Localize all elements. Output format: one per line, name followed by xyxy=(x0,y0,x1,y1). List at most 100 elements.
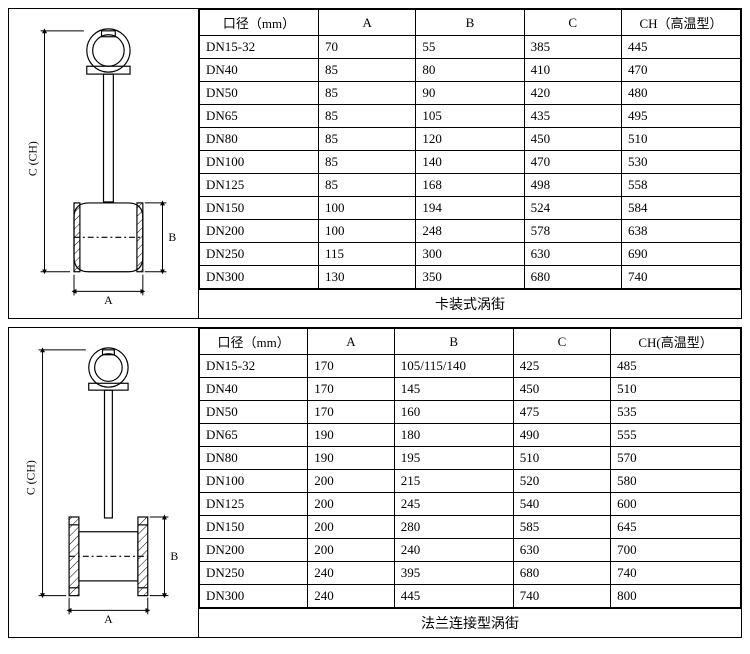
cell-ch: 638 xyxy=(621,220,740,243)
cell-d: DN80 xyxy=(200,447,308,470)
cell-b: 140 xyxy=(416,151,524,174)
cell-b: 168 xyxy=(416,174,524,197)
dim-label-a: A xyxy=(104,612,113,625)
cell-b: 195 xyxy=(394,447,513,470)
cell-ch: 700 xyxy=(611,539,741,562)
col-a: A xyxy=(319,10,416,36)
cell-d: DN300 xyxy=(200,266,319,289)
table-row: DN50170160475535 xyxy=(200,401,741,424)
cell-d: DN65 xyxy=(200,424,308,447)
table-flange: 口径（mm） A B C CH(高温型） DN15-32170105/115/1… xyxy=(199,328,741,608)
table-clamp: 口径（mm） A B C CH（高温型） DN15-327055385445DN… xyxy=(199,9,741,289)
cell-c: 524 xyxy=(524,197,621,220)
table-row: DN200200240630700 xyxy=(200,539,741,562)
dim-label-c: C (CH) xyxy=(24,460,38,495)
cell-c: 385 xyxy=(524,36,621,59)
cell-b: 215 xyxy=(394,470,513,493)
cell-c: 740 xyxy=(513,585,610,608)
cell-ch: 740 xyxy=(621,266,740,289)
col-diameter: 口径（mm） xyxy=(200,329,308,355)
cell-b: 445 xyxy=(394,585,513,608)
cell-ch: 570 xyxy=(611,447,741,470)
cell-a: 85 xyxy=(319,82,416,105)
table-row: DN100200215520580 xyxy=(200,470,741,493)
cell-a: 115 xyxy=(319,243,416,266)
cell-ch: 495 xyxy=(621,105,740,128)
cell-d: DN65 xyxy=(200,105,319,128)
cell-d: DN200 xyxy=(200,539,308,562)
col-c: C xyxy=(513,329,610,355)
table-row: DN250115300630690 xyxy=(200,243,741,266)
cell-a: 70 xyxy=(319,36,416,59)
cell-b: 245 xyxy=(394,493,513,516)
table-row: DN80190195510570 xyxy=(200,447,741,470)
cell-b: 120 xyxy=(416,128,524,151)
table-row: DN150100194524584 xyxy=(200,197,741,220)
cell-c: 540 xyxy=(513,493,610,516)
table-row: DN8085120450510 xyxy=(200,128,741,151)
cell-d: DN150 xyxy=(200,197,319,220)
cell-d: DN100 xyxy=(200,151,319,174)
cell-c: 680 xyxy=(524,266,621,289)
cell-a: 200 xyxy=(308,516,395,539)
cell-b: 105 xyxy=(416,105,524,128)
cell-a: 130 xyxy=(319,266,416,289)
table-row: DN150200280585645 xyxy=(200,516,741,539)
cell-d: DN80 xyxy=(200,128,319,151)
table-clamp-wrapper: 口径（mm） A B C CH（高温型） DN15-327055385445DN… xyxy=(199,9,741,318)
cell-b: 80 xyxy=(416,59,524,82)
table-row: DN12585168498558 xyxy=(200,174,741,197)
table-clamp-body: DN15-327055385445DN408580410470DN5085904… xyxy=(200,36,741,289)
cell-ch: 800 xyxy=(611,585,741,608)
table-row: DN40170145450510 xyxy=(200,378,741,401)
cell-d: DN50 xyxy=(200,401,308,424)
cell-ch: 600 xyxy=(611,493,741,516)
table-row: DN125200245540600 xyxy=(200,493,741,516)
diagram-clamp-svg: C (CH) B A xyxy=(15,21,192,306)
cell-ch: 580 xyxy=(611,470,741,493)
col-c: C xyxy=(524,10,621,36)
cell-b: 90 xyxy=(416,82,524,105)
cell-ch: 535 xyxy=(611,401,741,424)
cell-ch: 445 xyxy=(621,36,740,59)
panel-clamp-type: C (CH) B A 口径（mm） A B xyxy=(8,8,742,319)
cell-d: DN250 xyxy=(200,562,308,585)
cell-d: DN250 xyxy=(200,243,319,266)
col-ch: CH(高温型） xyxy=(611,329,741,355)
cell-b: 395 xyxy=(394,562,513,585)
cell-d: DN40 xyxy=(200,59,319,82)
cell-a: 100 xyxy=(319,197,416,220)
cell-b: 105/115/140 xyxy=(394,355,513,378)
cell-b: 160 xyxy=(394,401,513,424)
cell-d: DN15-32 xyxy=(200,355,308,378)
cell-b: 280 xyxy=(394,516,513,539)
table-row: DN200100248578638 xyxy=(200,220,741,243)
cell-a: 190 xyxy=(308,447,395,470)
col-diameter: 口径（mm） xyxy=(200,10,319,36)
cell-b: 145 xyxy=(394,378,513,401)
cell-b: 194 xyxy=(416,197,524,220)
cell-d: DN125 xyxy=(200,493,308,516)
cell-ch: 555 xyxy=(611,424,741,447)
cell-a: 100 xyxy=(319,220,416,243)
cell-ch: 690 xyxy=(621,243,740,266)
cell-ch: 645 xyxy=(611,516,741,539)
cell-b: 180 xyxy=(394,424,513,447)
cell-a: 190 xyxy=(308,424,395,447)
diagram-flange: C (CH) B A xyxy=(9,328,199,637)
cell-a: 200 xyxy=(308,539,395,562)
cell-c: 680 xyxy=(513,562,610,585)
cell-a: 85 xyxy=(319,59,416,82)
cell-d: DN40 xyxy=(200,378,308,401)
cell-a: 240 xyxy=(308,585,395,608)
cell-d: DN50 xyxy=(200,82,319,105)
cell-ch: 584 xyxy=(621,197,740,220)
diagram-flange-svg: C (CH) B A xyxy=(15,340,192,625)
diagram-clamp: C (CH) B A xyxy=(9,9,199,318)
cell-c: 450 xyxy=(513,378,610,401)
cell-c: 450 xyxy=(524,128,621,151)
table-row: DN250240395680740 xyxy=(200,562,741,585)
cell-b: 55 xyxy=(416,36,524,59)
cell-c: 630 xyxy=(513,539,610,562)
cell-a: 85 xyxy=(319,105,416,128)
